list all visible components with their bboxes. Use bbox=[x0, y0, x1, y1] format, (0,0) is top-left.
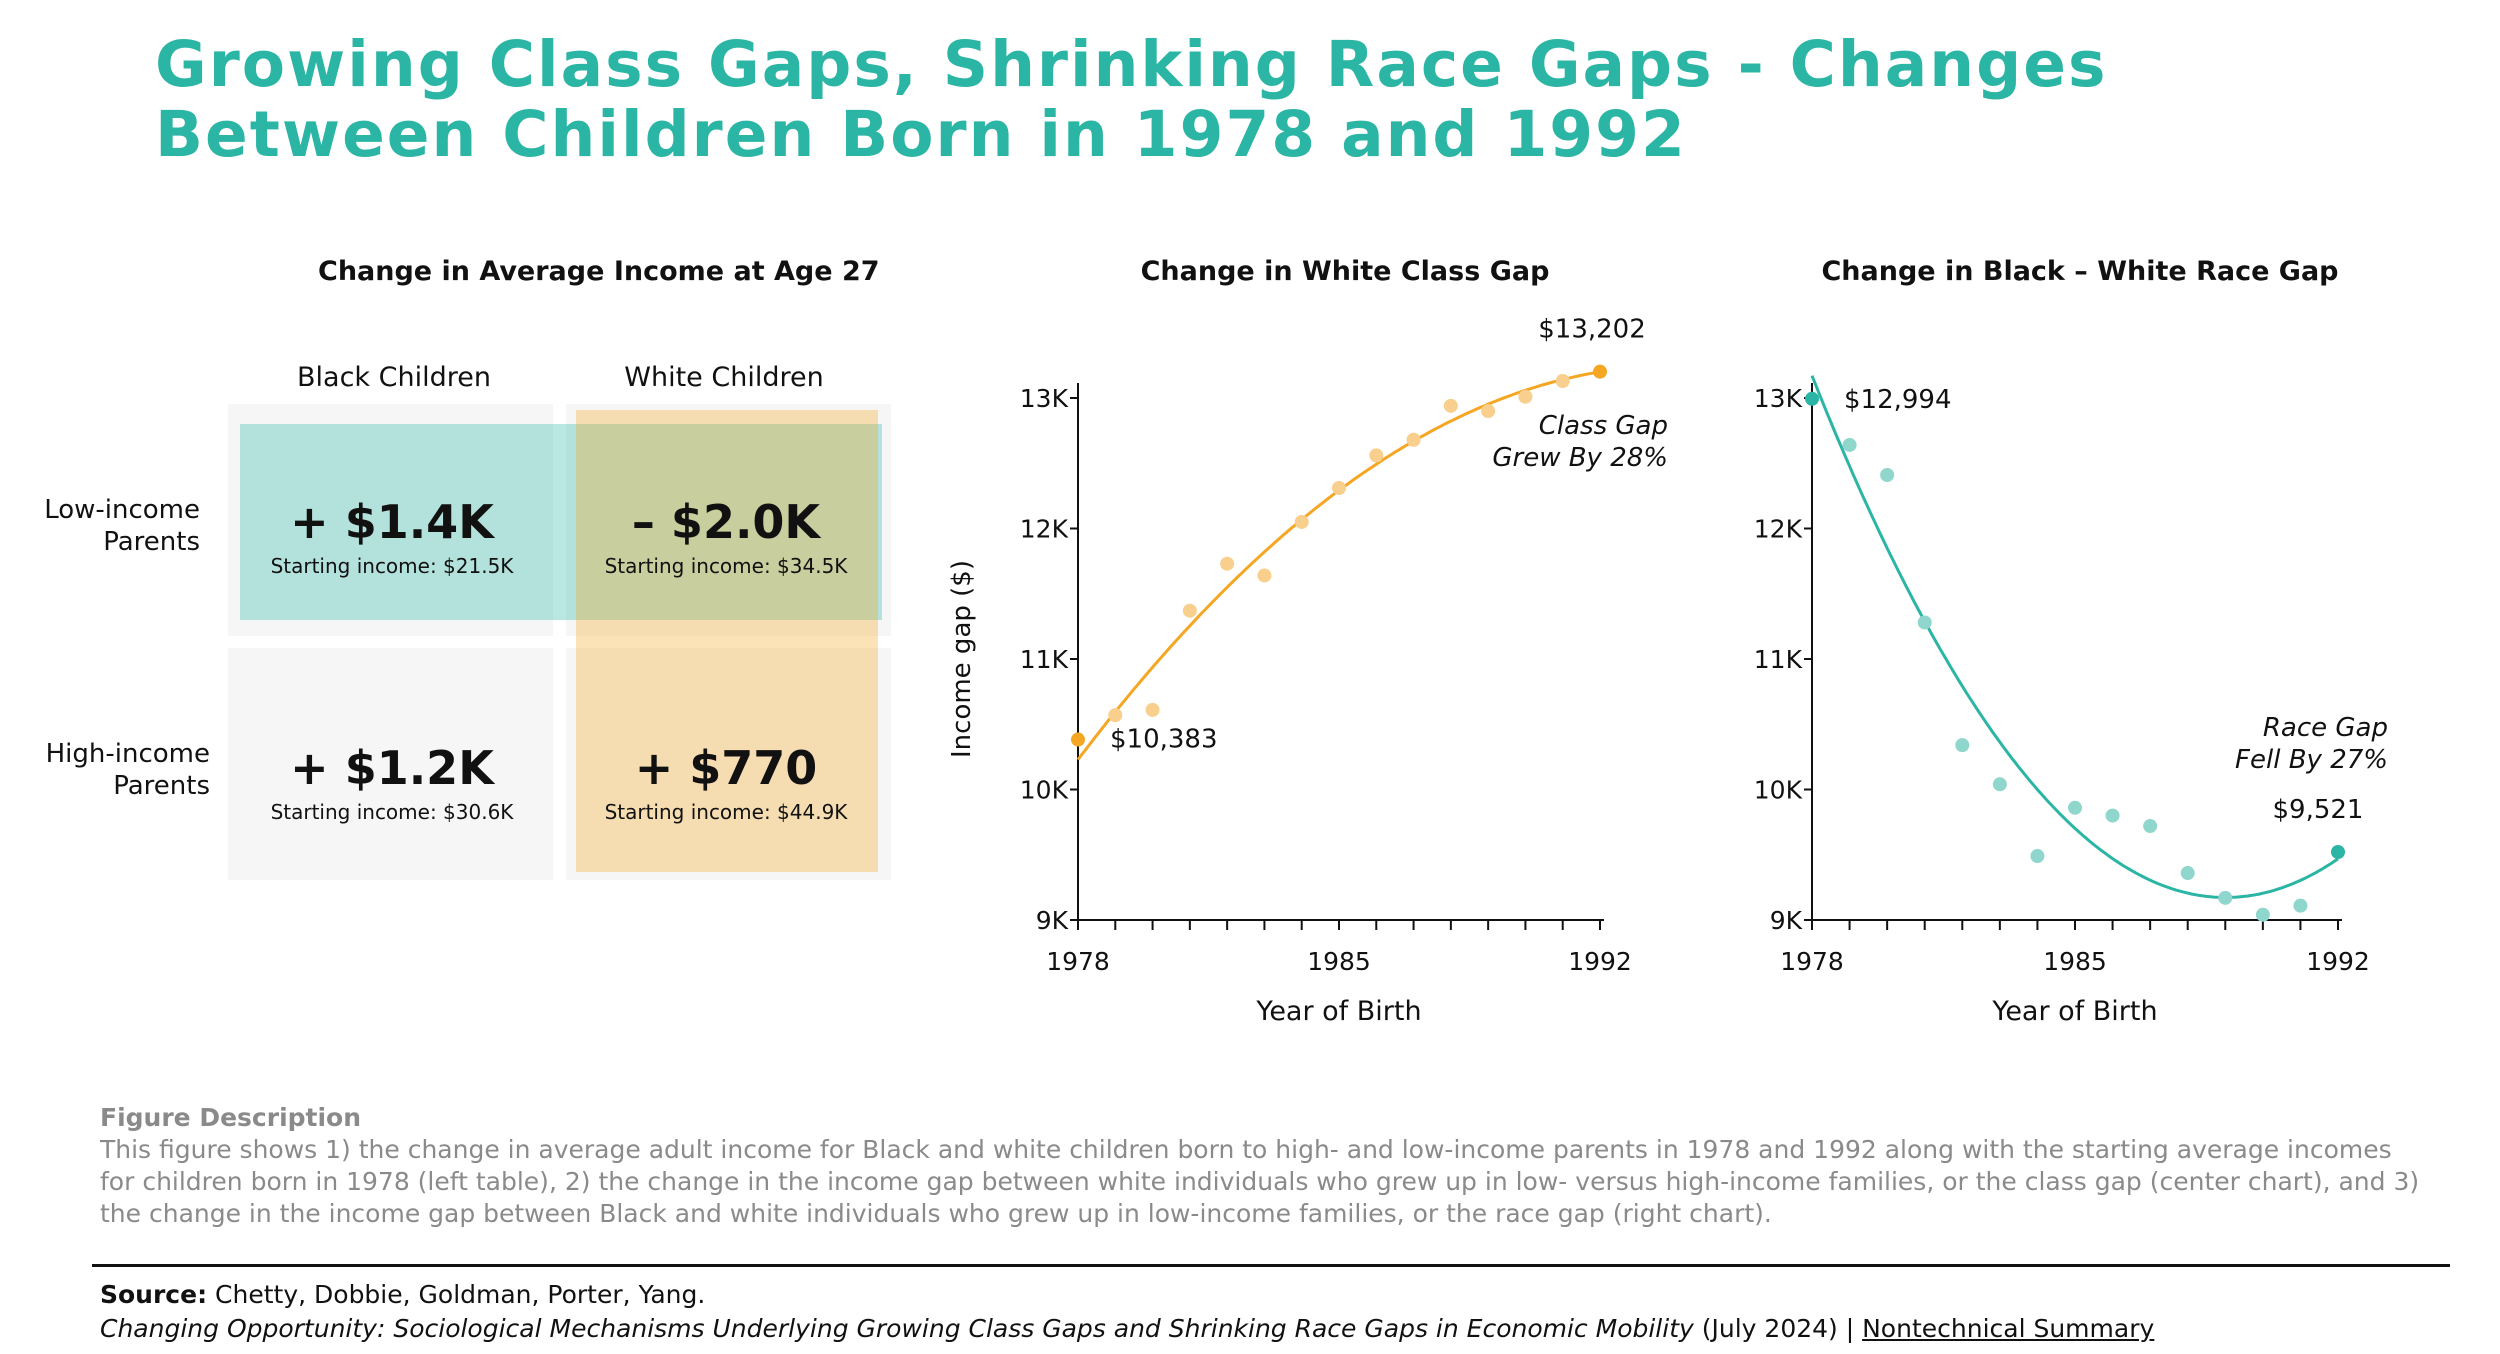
y-tick-label: 13K bbox=[1020, 384, 1069, 413]
cell-value: + $1.2K bbox=[290, 741, 494, 795]
data-point bbox=[1842, 437, 1857, 452]
y-tick-label: 12K bbox=[1020, 515, 1069, 544]
cell-value: – $2.0K bbox=[631, 495, 821, 549]
data-point bbox=[1257, 568, 1272, 583]
data-point bbox=[1992, 777, 2007, 792]
y-tick-label: 11K bbox=[1020, 645, 1069, 674]
cell-start-income: Starting income: $30.6K bbox=[270, 800, 514, 824]
description-text: This figure shows 1) the change in avera… bbox=[100, 1135, 2420, 1228]
cell-high-black: + $1.2K Starting income: $30.6K bbox=[232, 740, 552, 826]
x-axis-label: Year of Birth bbox=[1991, 996, 2157, 1027]
data-point bbox=[1369, 448, 1384, 463]
y-tick-label: 10K bbox=[1020, 776, 1069, 805]
x-axis-label: Year of Birth bbox=[1255, 996, 1421, 1027]
x-tick-label: 1992 bbox=[2306, 947, 2370, 976]
y-tick-label: 9K bbox=[1036, 906, 1069, 935]
orange-band bbox=[576, 410, 878, 872]
col-head-black: Black Children bbox=[297, 362, 491, 393]
source-date: (July 2024) | bbox=[1701, 1314, 1855, 1343]
data-point bbox=[2105, 808, 2120, 823]
cell-value: + $1.4K bbox=[290, 495, 494, 549]
description-heading: Figure Description bbox=[100, 1103, 362, 1132]
cell-start-income: Starting income: $34.5K bbox=[604, 554, 848, 578]
nontechnical-summary-link[interactable]: Nontechnical Summary bbox=[1862, 1314, 2155, 1343]
source-label: Source: bbox=[100, 1280, 208, 1309]
data-point bbox=[1555, 374, 1570, 389]
class-gap-chart: 9K 10K 11K 12K 13K 1978 1985 1992 Year of Birth I… bbox=[947, 315, 1668, 1027]
row-head-high: High-income Parents bbox=[10, 738, 210, 802]
cell-low-white: – $2.0K Starting income: $34.5K bbox=[566, 494, 886, 580]
data-point bbox=[1182, 603, 1197, 618]
data-point bbox=[2218, 890, 2233, 905]
data-point bbox=[2068, 800, 2082, 815]
y-tick-label: 11K bbox=[1754, 645, 1803, 674]
trend-line bbox=[1810, 375, 2339, 899]
data-point bbox=[1481, 404, 1496, 419]
annotation-line: Class Gap bbox=[1539, 411, 1668, 441]
data-point bbox=[1145, 702, 1160, 717]
cell-bg-low-white bbox=[566, 404, 891, 636]
start-value-label: $10,383 bbox=[1110, 725, 1218, 755]
endpoint-marker bbox=[2331, 845, 2345, 860]
chart-title-class: Change in White Class Gap bbox=[1140, 256, 1550, 287]
annotation-line: Race Gap bbox=[2263, 713, 2388, 743]
y-tick-label: 13K bbox=[1754, 384, 1803, 413]
cell-bg-low-black bbox=[228, 404, 553, 636]
chart-title-race: Change in Black – White Race Gap bbox=[1821, 256, 2339, 287]
cell-bg-high-black bbox=[228, 648, 553, 880]
annotation-line: Fell By 27% bbox=[2235, 745, 2388, 775]
y-tick-label: 12K bbox=[1754, 515, 1803, 544]
row-head-high-label: High-income Parents bbox=[45, 739, 210, 801]
x-tick-label: 1985 bbox=[1307, 947, 1371, 976]
data-point bbox=[1406, 432, 1421, 447]
data-point bbox=[1443, 398, 1458, 413]
data-point bbox=[1220, 556, 1235, 571]
data-point bbox=[2180, 866, 2195, 881]
table-title: Change in Average Income at Age 27 bbox=[318, 256, 880, 287]
data-point bbox=[1955, 738, 1970, 753]
data-point bbox=[2030, 849, 2045, 864]
y-axis-label: Income gap ($) bbox=[947, 560, 977, 758]
cell-bg-high-white bbox=[566, 648, 891, 880]
cell-low-black: + $1.4K Starting income: $21.5K bbox=[232, 494, 552, 580]
race-gap-chart: 9K 10K 11K 12K 13K 1978 1985 1992 Year of Birth $… bbox=[1754, 375, 2388, 1027]
endpoint-marker bbox=[1593, 364, 1607, 379]
figure-description: Figure Description This figure shows 1) … bbox=[100, 1102, 2430, 1230]
source-paper: Changing Opportunity: Sociological Mecha… bbox=[100, 1314, 1694, 1343]
divider bbox=[92, 1264, 2450, 1267]
x-tick-label: 1978 bbox=[1046, 947, 1110, 976]
data-point bbox=[2143, 819, 2158, 834]
y-tick-label: 10K bbox=[1754, 776, 1803, 805]
col-head-white: White Children bbox=[624, 362, 824, 393]
x-tick-label: 1992 bbox=[1568, 947, 1632, 976]
data-point bbox=[1917, 615, 1932, 630]
end-value-label: $9,521 bbox=[2273, 795, 2364, 825]
x-tick-label: 1978 bbox=[1780, 947, 1844, 976]
x-tick-label: 1985 bbox=[2043, 947, 2107, 976]
cell-high-white: + $770 Starting income: $44.9K bbox=[566, 740, 886, 826]
data-point bbox=[2255, 907, 2270, 922]
data-point bbox=[1880, 467, 1895, 482]
teal-band bbox=[240, 424, 882, 620]
source-note: Source: Chetty, Dobbie, Goldman, Porter,… bbox=[100, 1278, 2440, 1346]
row-head-low-label: Low-income Parents bbox=[44, 495, 200, 557]
data-point bbox=[1332, 481, 1346, 496]
data-point bbox=[1518, 389, 1533, 404]
cell-start-income: Starting income: $44.9K bbox=[604, 800, 848, 824]
row-head-low: Low-income Parents bbox=[0, 494, 200, 558]
data-point bbox=[1294, 514, 1309, 529]
cell-start-income: Starting income: $21.5K bbox=[270, 554, 514, 578]
endpoint-marker bbox=[1805, 391, 1819, 406]
end-value-label: $13,202 bbox=[1538, 315, 1646, 345]
data-point bbox=[1108, 708, 1123, 723]
cell-value: + $770 bbox=[634, 741, 818, 795]
start-value-label: $12,994 bbox=[1844, 385, 1952, 415]
annotation-line: Grew By 28% bbox=[1492, 443, 1668, 473]
page-title: Growing Class Gaps, Shrinking Race Gaps … bbox=[155, 28, 2108, 171]
data-point bbox=[2293, 898, 2308, 913]
y-tick-label: 9K bbox=[1770, 906, 1803, 935]
source-authors: Chetty, Dobbie, Goldman, Porter, Yang. bbox=[215, 1280, 706, 1309]
endpoint-marker bbox=[1071, 732, 1085, 747]
